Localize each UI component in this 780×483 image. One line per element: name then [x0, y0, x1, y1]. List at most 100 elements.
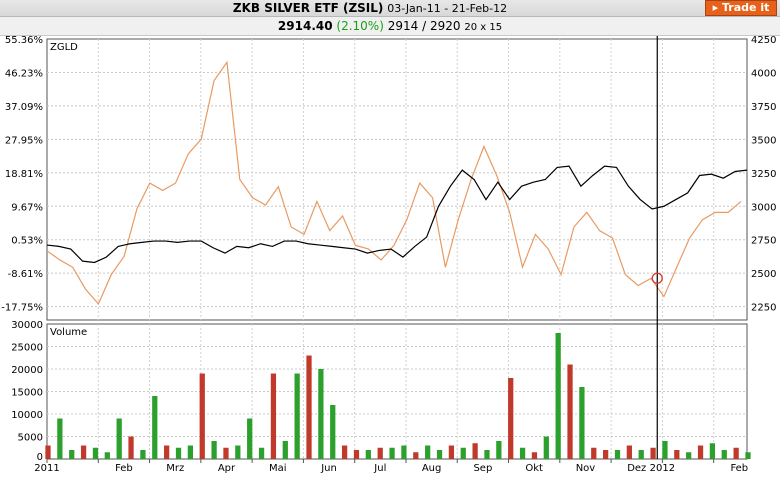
ask-price: 2920 — [429, 19, 461, 33]
volume-bar — [57, 418, 63, 459]
x-axis-month-label: Apr — [218, 463, 236, 474]
volume-bar — [330, 405, 336, 459]
volume-label: Volume — [50, 327, 87, 338]
volume-bar — [591, 447, 597, 459]
volume-bar — [603, 450, 609, 459]
volume-bar — [92, 447, 99, 459]
date-range: 03-Jan-11 - 21-Feb-12 — [387, 2, 508, 15]
volume-bar — [413, 452, 419, 459]
volume-bar — [448, 445, 455, 459]
x-axis-month-label: Mrz — [166, 463, 184, 474]
x-axis-month-label: Feb — [730, 463, 748, 474]
volume-bar — [472, 443, 478, 459]
x-axis-month-label: Nov — [576, 463, 596, 474]
volume-bar — [270, 373, 277, 459]
right-axis-tick-label: 3500 — [751, 135, 776, 146]
left-axis-tick-label: 55.36% — [5, 36, 43, 46]
quote-bar: 2914.40 (2.10%) 2914 / 2920 20 x 15 — [0, 17, 780, 36]
volume-bar — [674, 450, 680, 459]
volume-bar — [80, 445, 87, 459]
volume-bar — [650, 447, 656, 459]
volume-bar — [389, 447, 395, 459]
volume-bar — [686, 452, 692, 459]
volume-bar — [211, 441, 217, 459]
volume-bar — [436, 450, 443, 459]
volume-bar — [45, 445, 51, 459]
left-axis-tick-label: 27.95% — [5, 135, 43, 146]
volume-bar — [199, 373, 205, 459]
volume-bar — [175, 447, 182, 459]
volume-bar — [187, 445, 193, 459]
x-axis: 2011 Feb Mrz Apr Mai Jun Jul Aug Sep Okt Nov Dez 201… — [34, 459, 748, 474]
right-axis-tick-label: 4250 — [751, 36, 776, 46]
bid-ask-separator: / — [422, 19, 427, 33]
volume-tick-label: 20000 — [11, 365, 43, 376]
price-change: (2.10%) — [336, 19, 384, 33]
volume-bar — [626, 445, 632, 459]
volume-bar — [697, 445, 704, 459]
volume-bar — [519, 447, 526, 459]
volume-bar — [508, 378, 514, 459]
compare-symbol-label: ZGLD — [50, 42, 78, 53]
x-axis-month-label: Mai — [269, 463, 287, 474]
volume-bar — [164, 445, 170, 459]
compare-series-line — [46, 60, 742, 305]
x-axis-month-label: Aug — [422, 463, 442, 474]
right-axis-tick-label: 2250 — [751, 303, 776, 314]
volume-bar — [152, 396, 158, 459]
volume-bar — [425, 445, 431, 459]
volume-bar — [365, 450, 371, 459]
chart-title: ZKB SILVER ETF (ZSIL) 03-Jan-11 - 21-Feb… — [0, 0, 740, 17]
volume-bar — [460, 447, 466, 459]
bid-ask-size: 20 x 15 — [464, 22, 503, 33]
right-axis-tick-label: 3000 — [751, 202, 776, 213]
left-axis-tick-label: 0.53% — [11, 236, 43, 247]
volume-bar — [662, 441, 668, 459]
right-axis-tick-label: 4000 — [751, 68, 776, 79]
volume-panel: 30000 25000 20000 15000 10000 5000 0 Volume — [11, 320, 751, 463]
volume-tick-label: 0 — [37, 452, 43, 463]
left-axis-tick-label: 37.09% — [5, 102, 43, 113]
x-axis-month-label: Jul — [373, 463, 386, 474]
volume-bar — [733, 447, 739, 459]
volume-tick-label: 25000 — [11, 343, 43, 354]
volume-bar — [223, 447, 229, 459]
price-chart[interactable]: 55.36% 4250 46.23% 4000 37.09% 3750 27.95% 3500… — [0, 36, 780, 483]
left-axis-tick-label: 46.23% — [5, 68, 43, 79]
x-axis-month-label: 2011 — [34, 463, 59, 474]
volume-bar — [567, 364, 573, 459]
volume-bar — [341, 445, 348, 459]
volume-bar — [377, 447, 383, 459]
volume-bar — [721, 450, 727, 459]
x-axis-month-label: 2012 — [650, 463, 675, 474]
volume-bar — [140, 450, 146, 459]
x-axis-month-label: Jun — [320, 463, 337, 474]
volume-bar — [638, 450, 644, 459]
volume-bar — [353, 450, 360, 459]
last-price: 2914.40 — [277, 19, 333, 33]
volume-bar — [294, 373, 300, 459]
price-series-line — [46, 165, 748, 264]
volume-bar — [116, 418, 122, 459]
volume-bar — [318, 369, 324, 459]
volume-bar — [579, 387, 585, 459]
volume-bar — [128, 436, 134, 459]
volume-bar — [531, 452, 538, 459]
x-axis-month-label: Okt — [525, 463, 543, 474]
volume-bar — [247, 418, 253, 459]
volume-bar — [555, 333, 561, 459]
right-axis-tick-label: 3750 — [751, 102, 776, 113]
trade-it-button[interactable]: ▸ Trade it — [705, 0, 777, 16]
volume-bar — [282, 441, 288, 459]
price-plot-area — [46, 38, 748, 321]
left-axis-tick-label: -8.61% — [8, 269, 43, 280]
trade-it-label: Trade it — [722, 1, 770, 14]
bid-price: 2914 — [387, 19, 419, 33]
crosshair[interactable] — [651, 36, 663, 459]
left-axis-tick-label: 18.81% — [5, 169, 43, 180]
right-axis-tick-label: 2750 — [751, 236, 776, 247]
price-panel: 55.36% 4250 46.23% 4000 37.09% 3750 27.95% 3500… — [1, 36, 776, 321]
volume-tick-label: 10000 — [11, 410, 43, 421]
right-axis-tick-label: 2500 — [751, 269, 776, 280]
volume-tick-label: 15000 — [11, 388, 43, 399]
